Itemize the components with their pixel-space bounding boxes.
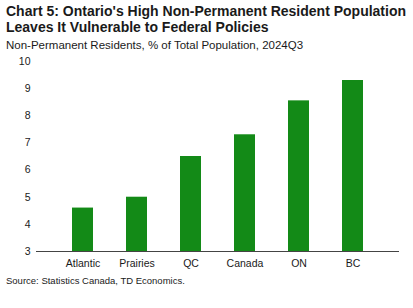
svg-text:8: 8 [25,109,31,121]
svg-text:Canada: Canada [227,257,264,269]
svg-text:ON: ON [291,257,307,269]
svg-text:9: 9 [25,82,31,94]
svg-text:BC: BC [346,257,361,269]
svg-text:Atlantic: Atlantic [66,257,100,269]
svg-text:QC: QC [183,257,199,269]
svg-text:4: 4 [25,218,31,230]
svg-text:Prairies: Prairies [119,257,155,269]
svg-text:10: 10 [19,55,31,67]
svg-text:7: 7 [25,136,31,148]
svg-text:5: 5 [25,191,31,203]
svg-text:3: 3 [25,245,31,257]
svg-text:6: 6 [25,163,31,175]
html-text:Non-Permanent Residents, % of: Non-Permanent Residents, % of Total Popu… [6,39,304,51]
html-text:Source: Statistics Canada, TD: Source: Statistics Canada, TD Economics. [6,275,185,286]
html-text:Chart 5: Ontario's High Non-Pe: Chart 5: Ontario's High Non-Permanent Re… [6,3,406,35]
